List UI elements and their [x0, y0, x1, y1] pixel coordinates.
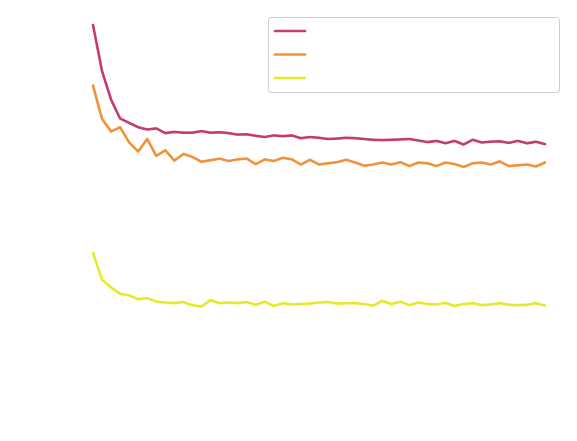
series-group [91, 23, 547, 308]
series-line-1 [91, 23, 547, 146]
legend-box [268, 17, 560, 93]
series-line-2 [91, 84, 547, 169]
series-line-3 [91, 251, 547, 308]
legend [268, 17, 560, 93]
legend-items [273, 29, 307, 80]
